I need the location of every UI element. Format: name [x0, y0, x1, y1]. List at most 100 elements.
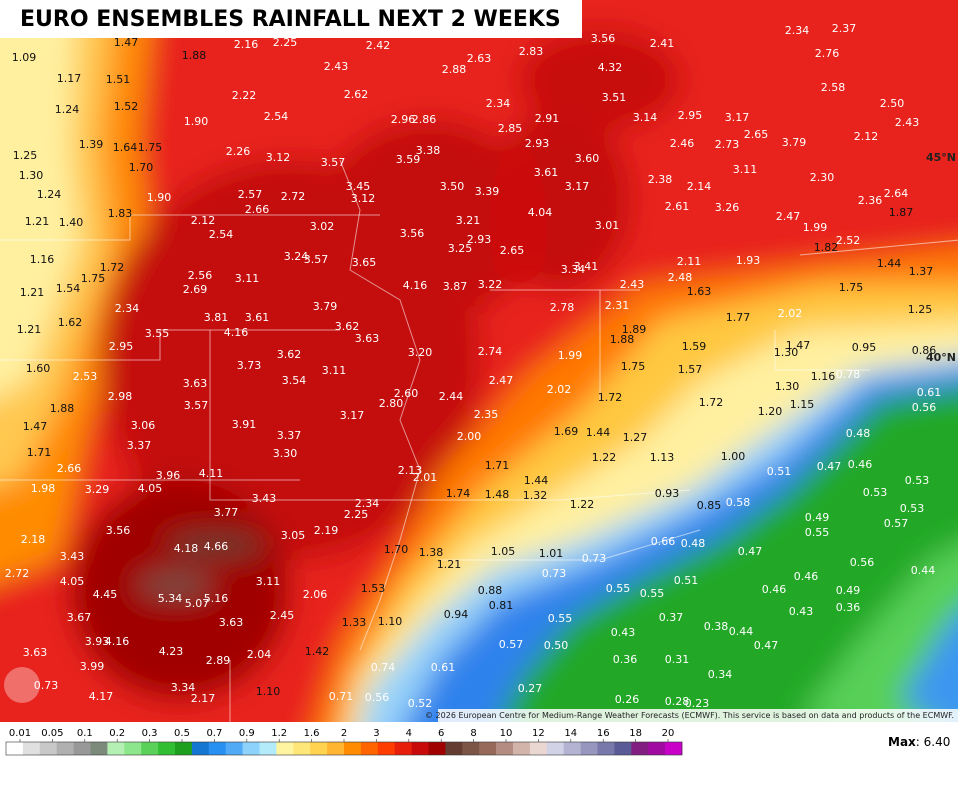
rain-label: 0.36 [836, 601, 861, 614]
rain-label: 3.20 [408, 346, 433, 359]
rain-label: 2.54 [209, 228, 234, 241]
legend-swatch [563, 742, 581, 755]
rain-label: 2.38 [648, 173, 673, 186]
legend-tick-label: 4 [406, 728, 412, 739]
rain-label: 0.43 [789, 605, 814, 618]
legend-swatch [580, 742, 598, 755]
max-value: : 6.40 [916, 735, 951, 749]
rain-label: 3.62 [335, 320, 360, 333]
legend-swatch [462, 742, 480, 755]
rain-label: 2.96 [391, 113, 416, 126]
rain-label: 0.74 [371, 661, 396, 674]
rain-label: 3.62 [277, 348, 302, 361]
legend-tick-label: 1.2 [271, 728, 287, 739]
rain-label: 1.01 [539, 547, 564, 560]
rain-label: 2.30 [810, 171, 835, 184]
legend-swatch [56, 742, 74, 755]
rain-label: 2.65 [744, 128, 769, 141]
rain-label: 3.93 [85, 635, 110, 648]
legend-swatch [39, 742, 57, 755]
rain-label: 3.57 [184, 399, 209, 412]
rain-label: 2.13 [398, 464, 423, 477]
rain-label: 2.25 [273, 36, 298, 49]
rain-label: 3.63 [23, 646, 48, 659]
rain-label: 1.15 [790, 398, 815, 411]
rain-label: 3.60 [575, 152, 600, 165]
rain-label: 1.70 [129, 161, 154, 174]
rain-label: 1.83 [108, 207, 133, 220]
rain-label: 1.38 [419, 546, 444, 559]
rain-label: 3.79 [313, 300, 338, 313]
rain-label: 1.16 [811, 370, 836, 383]
rain-label: 0.44 [729, 625, 754, 638]
rain-label: 2.65 [500, 244, 525, 257]
rain-label: 3.34 [171, 681, 196, 694]
latitude-label: 45°N [926, 151, 956, 164]
rain-label: 2.62 [344, 88, 369, 101]
rain-label: 2.66 [57, 462, 82, 475]
rain-label: 2.43 [895, 116, 920, 129]
legend-swatch [529, 742, 548, 755]
rain-label: 1.30 [19, 169, 44, 182]
rain-label: 2.95 [678, 109, 703, 122]
rain-label: 3.41 [574, 260, 599, 273]
rain-label: 2.73 [715, 138, 740, 151]
rain-label: 2.64 [884, 187, 909, 200]
rain-label: 0.57 [499, 638, 524, 651]
legend-swatch [90, 742, 108, 755]
rain-label: 4.16 [403, 279, 428, 292]
rain-label: 1.75 [138, 141, 163, 154]
rain-label: 0.47 [738, 545, 763, 558]
legend-swatch [124, 742, 142, 755]
rain-label: 1.48 [485, 488, 510, 501]
rain-label: 1.70 [384, 543, 409, 556]
rain-label: 0.28 [665, 695, 690, 708]
rain-label: 0.53 [863, 486, 888, 499]
rain-label: 3.50 [440, 180, 465, 193]
rain-label: 2.98 [108, 390, 133, 403]
legend-swatch [360, 742, 379, 755]
rain-label: 3.73 [237, 359, 262, 372]
rain-label: 1.74 [446, 487, 471, 500]
rain-label: 3.99 [80, 660, 105, 673]
rain-label: 2.85 [498, 122, 523, 135]
rain-label: 2.61 [665, 200, 690, 213]
legend-tick-label: 12 [532, 728, 545, 739]
legend-tick-label: 0.05 [41, 728, 63, 739]
rain-label: 3.61 [534, 166, 559, 179]
rain-label: 0.78 [836, 368, 861, 381]
rain-label: 3.30 [273, 447, 298, 460]
legend-swatch [513, 742, 531, 755]
legend-swatch [428, 742, 446, 755]
legend-swatch [276, 742, 294, 755]
rain-label: 2.93 [467, 233, 492, 246]
rain-label: 1.59 [682, 340, 707, 353]
legend-tick-label: 10 [500, 728, 513, 739]
rain-label: 3.11 [322, 364, 347, 377]
rain-label: 0.94 [444, 608, 469, 621]
rain-label: 3.57 [304, 253, 329, 266]
rain-label: 3.63 [183, 377, 208, 390]
rain-label: 3.96 [156, 469, 181, 482]
rain-label: 3.56 [400, 227, 425, 240]
rain-label: 0.38 [704, 620, 729, 633]
rain-label: 1.90 [147, 191, 172, 204]
rain-label: 2.46 [670, 137, 695, 150]
rain-label: 2.06 [303, 588, 328, 601]
rain-label: 2.48 [668, 271, 693, 284]
rain-label: 2.12 [854, 130, 879, 143]
rain-label: 3.25 [448, 242, 473, 255]
rain-label: 1.13 [650, 451, 675, 464]
title: EURO ENSEMBLES RAINFALL NEXT 2 WEEKS [20, 7, 561, 32]
rain-label: 0.46 [794, 570, 819, 583]
rain-label: 1.77 [726, 311, 751, 324]
rain-label: 2.01 [413, 471, 438, 484]
rain-label: 1.57 [678, 363, 703, 376]
rain-label: 3.12 [266, 151, 291, 164]
rain-label: 0.44 [911, 564, 936, 577]
rain-label: 0.66 [651, 535, 676, 548]
rain-label: 0.73 [34, 679, 59, 692]
rain-label: 0.26 [615, 693, 640, 706]
rain-label: 3.02 [310, 220, 335, 233]
